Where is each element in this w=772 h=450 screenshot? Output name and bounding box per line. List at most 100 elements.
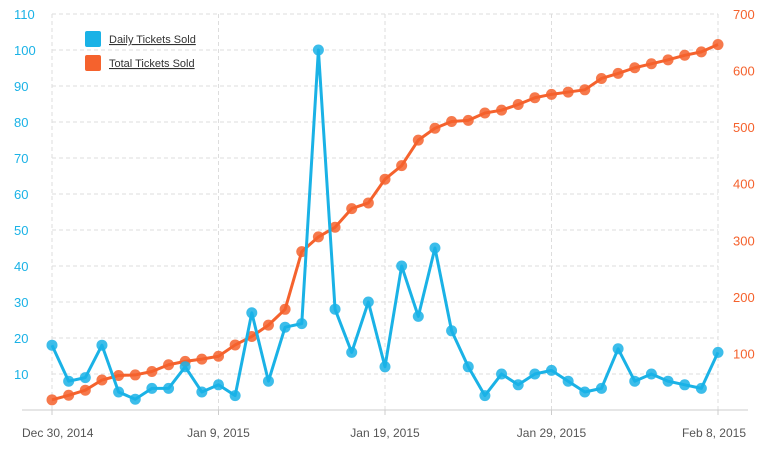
daily-tickets-point[interactable] [612,343,624,355]
daily-tickets-point[interactable] [146,382,158,394]
x-tick-label: Feb 8, 2015 [682,426,746,440]
total-tickets-point[interactable] [362,197,374,209]
daily-tickets-point[interactable] [79,372,91,384]
daily-tickets-point[interactable] [129,393,141,405]
daily-tickets-point[interactable] [362,296,374,308]
total-tickets-point[interactable] [146,366,158,378]
y-left-tick-label: 50 [14,223,28,238]
total-tickets-point[interactable] [63,389,75,401]
total-tickets-point[interactable] [479,107,491,119]
total-tickets-point[interactable] [679,49,691,61]
daily-tickets-point[interactable] [329,303,341,315]
daily-tickets-point[interactable] [529,368,541,380]
daily-tickets-point[interactable] [296,318,308,330]
y-right-tick-label: 600 [733,64,755,79]
daily-tickets-point[interactable] [396,260,408,272]
legend-swatch-total[interactable] [85,55,101,71]
x-tick-label: Jan 29, 2015 [517,426,587,440]
legend: Daily Tickets Sold Total Tickets Sold [85,31,196,71]
daily-tickets-point[interactable] [629,375,641,387]
total-tickets-point[interactable] [429,122,441,134]
daily-tickets-point[interactable] [562,375,574,387]
total-tickets-point[interactable] [496,104,508,116]
daily-tickets-point[interactable] [679,379,691,391]
daily-tickets-point[interactable] [246,307,258,319]
total-tickets-point[interactable] [595,72,607,84]
total-tickets-point[interactable] [662,54,674,66]
daily-tickets-point[interactable] [662,375,674,387]
total-tickets-point[interactable] [546,88,557,100]
total-tickets-point[interactable] [163,359,175,371]
total-tickets-point[interactable] [379,173,391,185]
daily-tickets-point[interactable] [546,364,557,376]
daily-tickets-point[interactable] [96,339,108,351]
daily-tickets-point[interactable] [213,379,224,391]
total-tickets-point[interactable] [113,369,125,381]
daily-tickets-point[interactable] [695,382,707,394]
y-left-tick-label: 40 [14,259,28,274]
total-tickets-point[interactable] [129,369,141,381]
daily-tickets-point[interactable] [346,346,358,358]
total-tickets-point[interactable] [279,303,291,315]
total-tickets-point[interactable] [79,384,91,396]
total-tickets-point[interactable] [396,160,408,172]
y-left-tick-label: 20 [14,331,28,346]
daily-tickets-point[interactable] [113,386,125,398]
total-tickets-point[interactable] [329,221,341,233]
total-tickets-point[interactable] [579,84,591,96]
total-tickets-point[interactable] [213,350,224,362]
daily-tickets-point[interactable] [595,382,607,394]
total-tickets-point[interactable] [312,231,324,243]
y-left-tick-label: 90 [14,79,28,94]
y-right-tick-label: 700 [733,7,755,22]
daily-tickets-point[interactable] [63,375,75,387]
daily-tickets-point[interactable] [163,382,175,394]
daily-tickets-point[interactable] [579,386,591,398]
daily-tickets-point[interactable] [379,361,391,373]
daily-tickets-point[interactable] [196,386,208,398]
legend-swatch-daily[interactable] [85,31,101,47]
x-tick-label: Jan 9, 2015 [187,426,250,440]
total-tickets-point[interactable] [512,99,524,111]
daily-tickets-point[interactable] [262,375,274,387]
x-tick-label: Dec 30, 2014 [22,426,94,440]
legend-label-total[interactable]: Total Tickets Sold [109,58,195,70]
daily-tickets-point[interactable] [712,346,724,358]
daily-tickets-point[interactable] [46,339,58,351]
daily-tickets-point[interactable] [312,44,324,56]
total-tickets-point[interactable] [629,62,641,74]
y-left-tick-label: 60 [14,187,28,202]
total-tickets-point[interactable] [46,394,58,406]
daily-tickets-point[interactable] [279,321,291,333]
daily-tickets-point[interactable] [229,390,241,402]
daily-tickets-point[interactable] [179,361,191,373]
daily-tickets-point[interactable] [462,361,474,373]
daily-tickets-point[interactable] [512,379,524,391]
total-tickets-point[interactable] [196,353,208,365]
total-tickets-point[interactable] [529,92,541,104]
y-left-tick-label: 110 [14,7,35,22]
daily-tickets-point[interactable] [412,310,424,322]
total-tickets-point[interactable] [446,115,458,127]
x-tick-label: Jan 19, 2015 [350,426,420,440]
total-tickets-point[interactable] [262,319,274,331]
daily-tickets-point[interactable] [645,368,657,380]
legend-label-daily[interactable]: Daily Tickets Sold [109,34,196,46]
total-tickets-point[interactable] [695,46,707,58]
daily-tickets-point[interactable] [446,325,458,337]
total-tickets-point[interactable] [346,203,358,215]
total-tickets-point[interactable] [562,86,574,98]
total-tickets-point[interactable] [229,339,241,351]
total-tickets-point[interactable] [712,39,724,51]
total-tickets-point[interactable] [612,67,624,79]
daily-tickets-point[interactable] [496,368,508,380]
daily-tickets-point[interactable] [429,242,441,254]
total-tickets-point[interactable] [412,134,424,146]
series-daily-tickets [46,44,724,405]
daily-tickets-point[interactable] [479,390,491,402]
total-tickets-point[interactable] [96,374,108,386]
total-tickets-point[interactable] [645,58,657,70]
y-right-tick-label: 100 [733,346,755,361]
total-tickets-point[interactable] [462,114,474,126]
